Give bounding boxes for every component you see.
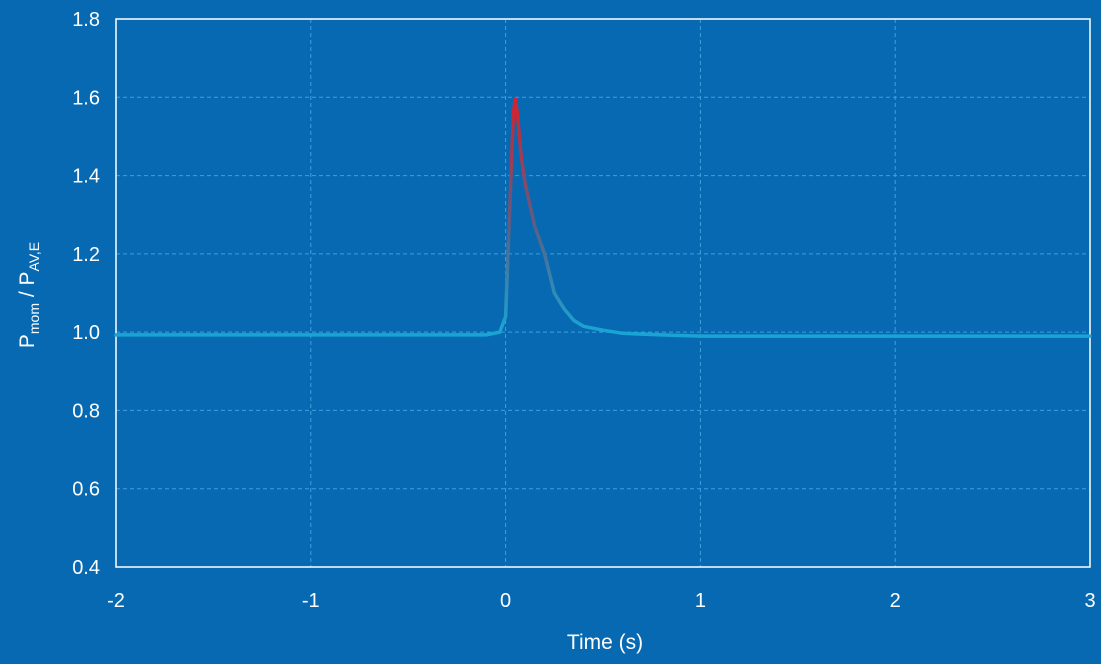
y-tick-label: 1.0 <box>72 322 100 344</box>
x-tick-label: 0 <box>500 590 511 612</box>
y-tick-label: 0.6 <box>72 479 100 501</box>
y-tick-label: 1.6 <box>72 87 100 109</box>
series-layer <box>114 97 1092 338</box>
y-tick-label: 1.2 <box>72 244 100 266</box>
series-line <box>114 97 1092 338</box>
x-tick-label: 1 <box>695 590 706 612</box>
y-tick-label: 0.4 <box>72 557 100 579</box>
x-tick-label: -1 <box>302 590 320 612</box>
y-tick-label: 1.8 <box>72 9 100 31</box>
y-axis-title-sub2: AV,E <box>26 242 42 272</box>
x-tick-label: -2 <box>107 590 125 612</box>
x-tick-label: 3 <box>1084 590 1095 612</box>
x-axis-title: Time (s) <box>567 631 643 654</box>
x-tick-labels: -2 -1 0 1 2 3 <box>107 590 1095 612</box>
y-tick-label: 1.4 <box>72 166 100 188</box>
y-axis-title-sub1: mom <box>26 303 42 334</box>
y-axis-title-sep: / <box>16 285 39 303</box>
y-axis-title: Pmom / PAV,E <box>16 242 42 348</box>
y-tick-label: 0.8 <box>72 400 100 422</box>
x-tick-label: 2 <box>890 590 901 612</box>
y-tick-labels: 0.4 0.6 0.8 1.0 1.2 1.4 1.6 1.8 <box>72 9 100 579</box>
plot-area-border <box>115 18 1091 568</box>
y-axis-title-p1: P <box>16 334 39 348</box>
y-axis-title-p2: P <box>16 271 39 285</box>
